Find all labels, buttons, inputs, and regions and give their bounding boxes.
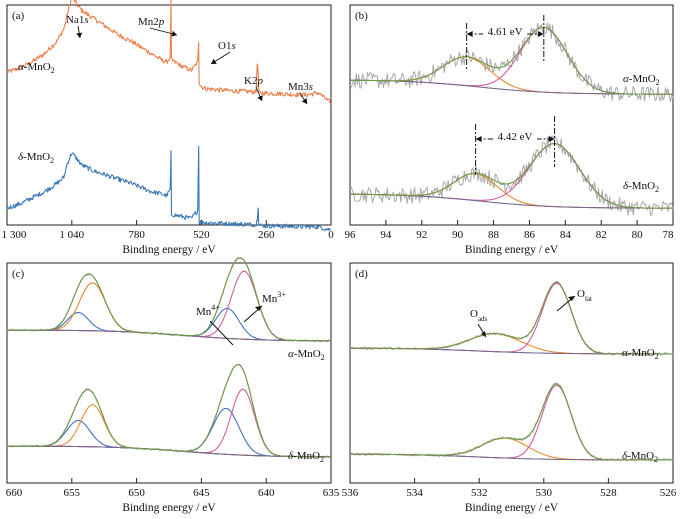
peak-annotation: Mn2p xyxy=(138,16,165,28)
x-tick-label: 80 xyxy=(632,229,644,241)
x-tick-label: 1 300 xyxy=(2,229,27,241)
series-label-delta: δ-MnO2 xyxy=(18,151,54,165)
series-label-delta: δ-MnO2 xyxy=(622,450,658,464)
x-tick-label: 645 xyxy=(193,487,210,499)
fit-envelope xyxy=(7,363,331,458)
panel-c: 660 655 650 645 640 635 Binding energy / eV (c)… xyxy=(6,257,340,514)
fit-envelope xyxy=(350,143,673,209)
x-axis-label: Binding energy / eV xyxy=(465,244,559,256)
peak-annotation: K2p xyxy=(244,75,263,87)
label-backdrop xyxy=(483,24,528,37)
fit-component xyxy=(350,384,673,461)
x-tick-label: 532 xyxy=(471,487,488,499)
panel-d: 536 534 532 530 528 526 Binding energy / eV (d)… xyxy=(342,262,677,514)
panel-label: (d) xyxy=(355,268,368,280)
splitting-arrowhead xyxy=(466,31,473,37)
series-label-alpha: α-MnO2 xyxy=(18,61,55,75)
x-axis-label: Binding energy / eV xyxy=(465,502,559,514)
series-label-delta: δ-MnO2 xyxy=(288,450,324,464)
splitting-arrowhead xyxy=(548,136,555,142)
annotation-arrowhead xyxy=(76,32,83,38)
panel-label: (a) xyxy=(12,10,25,22)
x-tick-label: 655 xyxy=(64,487,81,499)
x-tick-label: 78 xyxy=(663,229,675,241)
plot-frame xyxy=(6,262,332,484)
annotation-arrowhead xyxy=(255,306,262,311)
splitting-label: 4.42 eV xyxy=(498,131,533,143)
survey-line-alpha xyxy=(6,0,332,105)
series-label-alpha: α-MnO2 xyxy=(288,348,325,362)
fit-envelope xyxy=(7,257,331,342)
splitting-arrowhead xyxy=(537,31,544,37)
raw-data-alpha xyxy=(349,22,674,103)
series-label-alpha: α-MnO2 xyxy=(622,347,659,361)
fit-component xyxy=(7,311,331,342)
peak-annotation: Na1s xyxy=(66,14,89,26)
annotation-arrowhead xyxy=(301,98,307,104)
o-ads-annotation: Oads xyxy=(470,308,488,323)
x-tick-label: 1 040 xyxy=(59,229,84,241)
x-axis-label: Binding energy / eV xyxy=(122,502,216,514)
series-label-delta: δ-MnO2 xyxy=(623,180,659,194)
x-tick-label: 780 xyxy=(128,229,145,241)
plot-frame xyxy=(6,4,332,226)
survey-line-delta xyxy=(6,145,332,231)
annotation-arrowhead xyxy=(211,58,217,64)
annotation-arrowhead xyxy=(481,331,486,337)
fit-component xyxy=(7,419,331,458)
fit-component xyxy=(7,307,331,342)
o-lat-annotation: Olat xyxy=(577,288,592,303)
x-tick-label: 536 xyxy=(342,487,359,499)
raw-data-delta xyxy=(349,135,674,217)
splitting-label: 4.61 eV xyxy=(488,26,523,38)
x-tick-label: 96 xyxy=(345,229,357,241)
x-tick-label: 530 xyxy=(536,487,553,499)
label-backdrop xyxy=(493,129,538,142)
x-axis-label: Binding energy / eV xyxy=(122,244,216,256)
peak-annotation: Mn3s xyxy=(288,81,313,93)
annotation-arrowhead xyxy=(257,95,263,101)
x-tick-label: 88 xyxy=(488,229,500,241)
x-tick-label: 86 xyxy=(524,229,536,241)
x-tick-label: 534 xyxy=(406,487,423,499)
panel-label: (b) xyxy=(355,10,368,22)
x-tick-label: 84 xyxy=(560,229,572,241)
mn4-annotation: Mn4+ xyxy=(196,303,220,318)
mn3-annotation: Mn3+ xyxy=(262,290,286,305)
splitting-arrowhead xyxy=(475,136,482,142)
annotation-arrowhead xyxy=(568,296,575,301)
fit-component xyxy=(350,282,673,355)
fit-envelope xyxy=(350,383,673,461)
plot-frame xyxy=(349,4,674,226)
x-tick-label: 520 xyxy=(193,229,210,241)
raw-data-alpha xyxy=(349,280,674,356)
raw-data-delta xyxy=(6,364,332,459)
fit-envelope xyxy=(350,281,673,355)
x-tick-label: 650 xyxy=(128,487,145,499)
x-tick-label: 640 xyxy=(258,487,275,499)
x-tick-label: 528 xyxy=(600,487,617,499)
annotation-arrowhead xyxy=(171,30,177,37)
panel-label: (c) xyxy=(12,268,25,280)
x-tick-label: 82 xyxy=(596,229,607,241)
annotation-arrow xyxy=(209,320,234,346)
fit-envelope xyxy=(350,26,673,95)
plot-frame xyxy=(349,262,674,484)
panel-b: 96 94 92 90 88 86 84 82 80 78 Binding energy / eV (… xyxy=(345,4,675,256)
x-tick-label: 92 xyxy=(416,229,427,241)
x-tick-label: 260 xyxy=(258,229,275,241)
x-tick-label: 660 xyxy=(6,487,23,499)
x-tick-label: 90 xyxy=(452,229,464,241)
series-label-alpha: α-MnO2 xyxy=(623,73,660,87)
fit-background xyxy=(7,445,331,458)
x-tick-label: 94 xyxy=(380,229,392,241)
x-tick-label: 526 xyxy=(660,487,677,499)
x-tick-label: 635 xyxy=(323,487,340,499)
panel-a: 1 300 1 040 780 520 260 0 Binding energy / eV (… xyxy=(2,0,334,256)
fit-component xyxy=(7,404,331,458)
fit-component xyxy=(350,143,673,209)
peak-annotation: O1s xyxy=(218,40,236,52)
x-tick-label: 0 xyxy=(328,229,334,241)
